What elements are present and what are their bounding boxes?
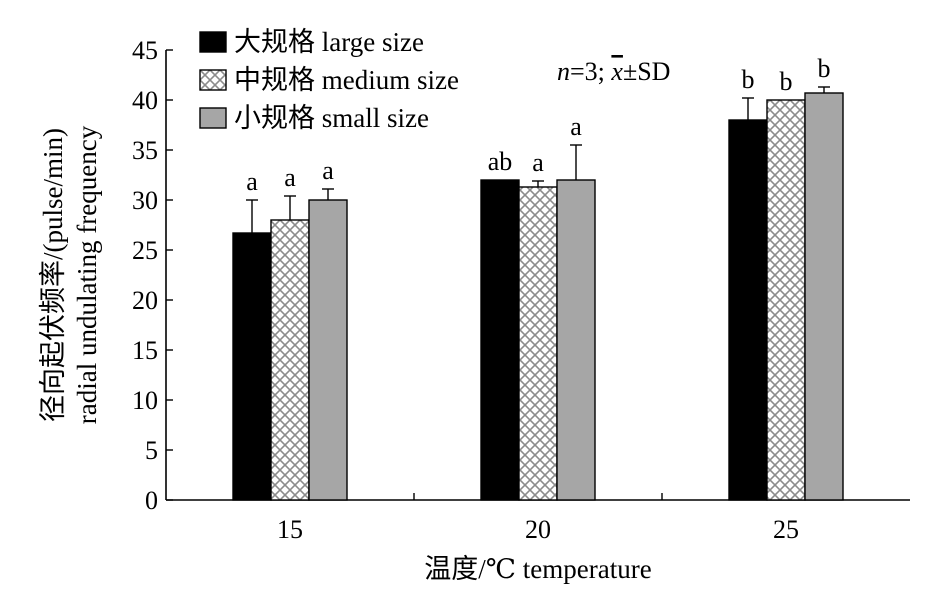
x-tick-label: 20: [525, 515, 551, 544]
legend-swatch: [199, 69, 227, 91]
y-tick-label: 25: [132, 236, 158, 265]
legend-label: 大规格 large size: [234, 27, 424, 57]
legend-swatch: [199, 31, 227, 53]
y-tick-label: 35: [132, 136, 158, 165]
y-tick-label: 5: [145, 436, 158, 465]
y-tick-label: 30: [132, 186, 158, 215]
bar: [766, 99, 806, 501]
bar: [232, 232, 272, 501]
significance-label: a: [570, 112, 582, 141]
x-tick-label: 15: [277, 515, 303, 544]
annotation-xbar: x: [610, 57, 623, 86]
y-tick-label: 40: [132, 86, 158, 115]
significance-label: a: [246, 167, 258, 196]
x-axis-label: 温度/℃ temperature: [424, 554, 651, 584]
y-tick-label: 20: [132, 286, 158, 315]
bar: [480, 179, 520, 501]
y-tick-label: 0: [145, 486, 158, 515]
significance-label: b: [780, 67, 793, 96]
y-axis-label-line2: radial undulating frequency: [72, 125, 102, 424]
bars: a a a ab aab b b: [232, 54, 844, 501]
annotation-n: n: [557, 57, 570, 86]
y-axis-label-line1: 径向起伏频率/(pulse/min): [38, 128, 68, 422]
legend-label: 小规格 small size: [234, 103, 429, 133]
axes: 0 5 10 15 20 25 30 35 40 45 15 20 25: [132, 36, 910, 544]
bar: [728, 119, 768, 501]
annotation-eq: =3;: [570, 57, 611, 86]
significance-label: ab: [488, 147, 513, 176]
x-tick-label: 25: [773, 515, 799, 544]
significance-label: b: [818, 54, 831, 83]
legend: 大规格 large size 中规格 medium size 小规格 small s…: [199, 27, 459, 133]
y-tick-label: 10: [132, 386, 158, 415]
significance-label: a: [322, 156, 334, 185]
significance-label: a: [532, 148, 544, 177]
significance-label: b: [742, 65, 755, 94]
legend-swatch: [199, 107, 227, 129]
bar: [556, 179, 596, 501]
legend-label: 中规格 medium size: [234, 65, 459, 95]
bar: [270, 219, 310, 501]
bar: [804, 92, 844, 501]
significance-label: a: [284, 163, 296, 192]
annotation-pm: ±SD: [623, 57, 671, 86]
y-tick-label: 45: [132, 36, 158, 65]
bar: [518, 186, 558, 501]
stats-annotation: n=3; x±SD: [557, 57, 670, 86]
bar: [308, 199, 348, 501]
y-tick-label: 15: [132, 336, 158, 365]
